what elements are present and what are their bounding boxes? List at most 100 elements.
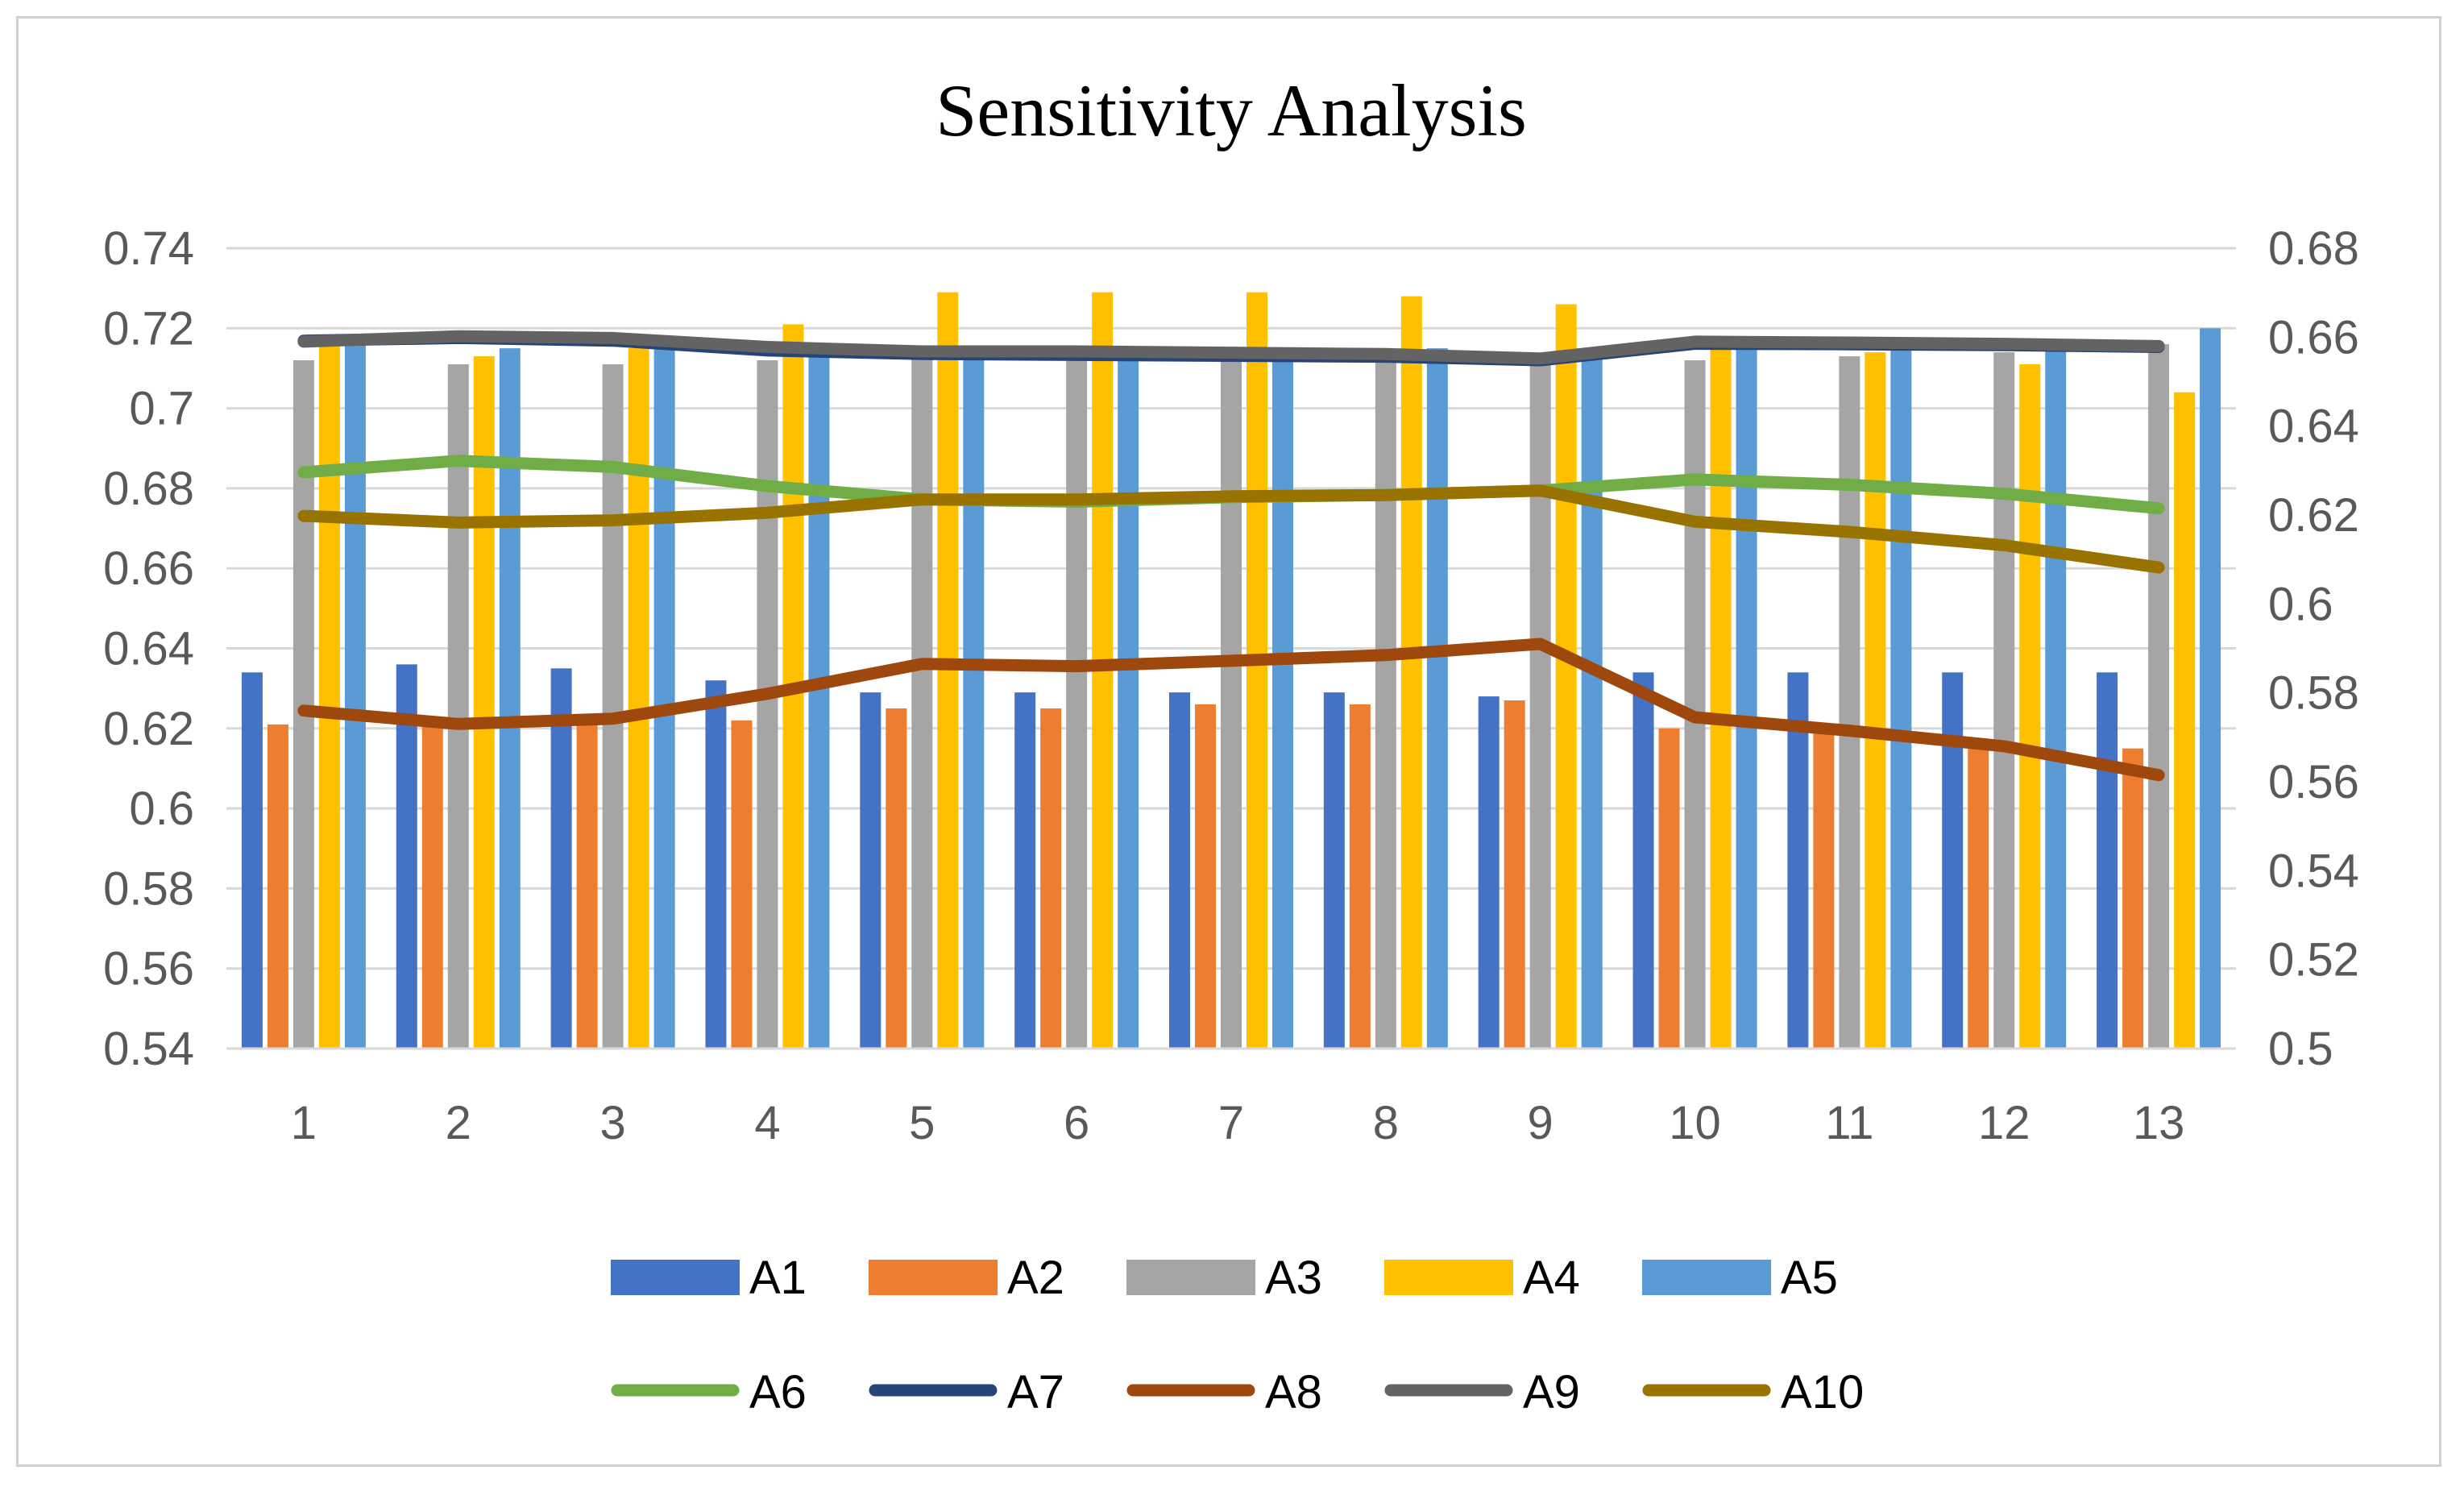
right-axis-tick-label: 0.52 — [2268, 934, 2359, 986]
legend-swatch — [611, 1260, 740, 1295]
left-axis-tick-label: 0.6 — [129, 783, 194, 835]
legend-label: A8 — [1265, 1366, 1322, 1418]
right-axis-tick-label: 0.56 — [2268, 756, 2359, 808]
line-a10 — [297, 484, 2165, 574]
legend-item-a3: A3 — [1126, 1252, 1322, 1304]
x-axis-tick-label: 4 — [754, 1097, 780, 1149]
bar-a5 — [1118, 348, 1139, 1049]
chart-frame: Sensitivity Analysis 0.54 0.56 0.58 0.6 0.62… — [16, 16, 2441, 1467]
left-axis-tick-label: 0.64 — [103, 623, 194, 675]
bar-a1 — [241, 672, 263, 1049]
bar-a2 — [2122, 748, 2144, 1049]
bar-a5 — [1581, 348, 1603, 1049]
bar-a5 — [1272, 348, 1293, 1049]
bar-a2 — [1040, 708, 1062, 1049]
x-axis-tick-label: 6 — [1064, 1097, 1089, 1149]
bar-a4 — [1247, 292, 1267, 1049]
bar-a2 — [1195, 704, 1216, 1049]
legend-item-a7: A7 — [869, 1366, 1064, 1418]
chart-svg: Sensitivity Analysis 0.540.560.580.60.62… — [103, 69, 2359, 1418]
right-axis-tick-label: 0.64 — [2268, 401, 2359, 453]
left-axis-tick-label: 0.56 — [103, 943, 194, 995]
bar-a3 — [2148, 344, 2170, 1049]
bar-a1 — [2097, 672, 2118, 1049]
bar-a3 — [1221, 356, 1242, 1049]
bar-a3 — [1529, 356, 1551, 1049]
line-a9 — [297, 330, 2165, 365]
legend-label: A5 — [1781, 1252, 1838, 1304]
x-axis-tick-label: 1 — [291, 1097, 317, 1149]
legend-swatch — [1126, 1260, 1255, 1295]
bar-a3 — [757, 360, 778, 1049]
legend-item-a5: A5 — [1642, 1252, 1838, 1304]
bar-a3 — [602, 363, 624, 1049]
x-axis-tick-label: 3 — [599, 1097, 625, 1149]
legend-label: A1 — [749, 1252, 807, 1304]
bar-a2 — [1813, 732, 1835, 1049]
x-axis-tick-label: 8 — [1373, 1097, 1399, 1149]
legend: A1 A2 A3 A4 A5 A6 A7 A8 A9 A10 — [611, 1252, 1864, 1418]
legend-label: A10 — [1781, 1366, 1864, 1418]
bar-a5 — [963, 348, 985, 1049]
legend-label: A4 — [1523, 1252, 1580, 1304]
right-axis-tick-label: 0.68 — [2268, 222, 2359, 275]
left-axis-tick-label: 0.72 — [103, 302, 194, 355]
bar-a4 — [1555, 304, 1577, 1049]
bar-a1 — [1787, 672, 1809, 1049]
bar-a1 — [396, 664, 417, 1049]
legend-item-a2: A2 — [869, 1252, 1064, 1304]
legend-label: A7 — [1007, 1366, 1064, 1418]
x-axis-tick-label: 7 — [1218, 1097, 1244, 1149]
legend-item-a9: A9 — [1384, 1366, 1580, 1418]
bar-a2 — [1504, 700, 1525, 1049]
right-axis-tick-label: 0.54 — [2268, 845, 2359, 897]
lines — [297, 330, 2165, 782]
bar-a1 — [1632, 672, 1654, 1049]
line-a8 — [297, 638, 2165, 782]
bar-a1 — [1169, 692, 1190, 1049]
left-axis-tick-label: 0.74 — [103, 222, 194, 275]
bar-a5 — [499, 348, 521, 1049]
x-axis-tick-label: 9 — [1528, 1097, 1553, 1149]
bar-a4 — [1710, 344, 1732, 1049]
bar-a3 — [1375, 356, 1396, 1049]
bar-a1 — [1942, 672, 1964, 1049]
bar-a5 — [653, 344, 675, 1049]
bar-a2 — [1349, 704, 1371, 1049]
legend-item-a8: A8 — [1126, 1366, 1322, 1418]
bar-a3 — [1684, 360, 1706, 1049]
bar-a4 — [2174, 392, 2196, 1049]
bar-a1 — [1323, 692, 1345, 1049]
bars — [241, 292, 2221, 1049]
left-axis-tick-label: 0.54 — [103, 1023, 194, 1075]
bar-a2 — [421, 724, 443, 1049]
bar-a1 — [1014, 692, 1036, 1049]
bar-a1 — [860, 692, 881, 1049]
bar-a2 — [1968, 740, 1989, 1049]
legend-label: A6 — [749, 1366, 807, 1418]
bar-a5 — [2045, 340, 2067, 1049]
left-axis-tick-label: 0.62 — [103, 703, 194, 755]
right-axis-tick-label: 0.6 — [2268, 578, 2333, 630]
bar-a5 — [1736, 340, 1757, 1049]
bar-a2 — [1658, 728, 1680, 1049]
x-axis-tick-label: 5 — [909, 1097, 935, 1149]
legend-swatch — [1384, 1260, 1513, 1295]
bar-a3 — [1066, 356, 1088, 1049]
bar-a2 — [267, 724, 288, 1049]
bar-a4 — [1865, 352, 1886, 1049]
right-axis-tick-label: 0.66 — [2268, 311, 2359, 363]
bar-a4 — [628, 348, 649, 1049]
legend-swatch — [869, 1260, 998, 1295]
right-axis-tick-label: 0.58 — [2268, 667, 2359, 720]
x-axis-tick-label: 2 — [446, 1097, 471, 1149]
legend-label: A2 — [1007, 1252, 1064, 1304]
legend-item-a6: A6 — [611, 1366, 807, 1418]
right-axis-tick-label: 0.62 — [2268, 489, 2359, 542]
x-axis-tick-label: 11 — [1825, 1097, 1873, 1149]
left-axis-tick-label: 0.68 — [103, 463, 194, 515]
bar-a2 — [886, 708, 907, 1049]
bar-a3 — [1993, 352, 2015, 1049]
bar-a5 — [808, 344, 830, 1049]
legend-item-a4: A4 — [1384, 1252, 1580, 1304]
